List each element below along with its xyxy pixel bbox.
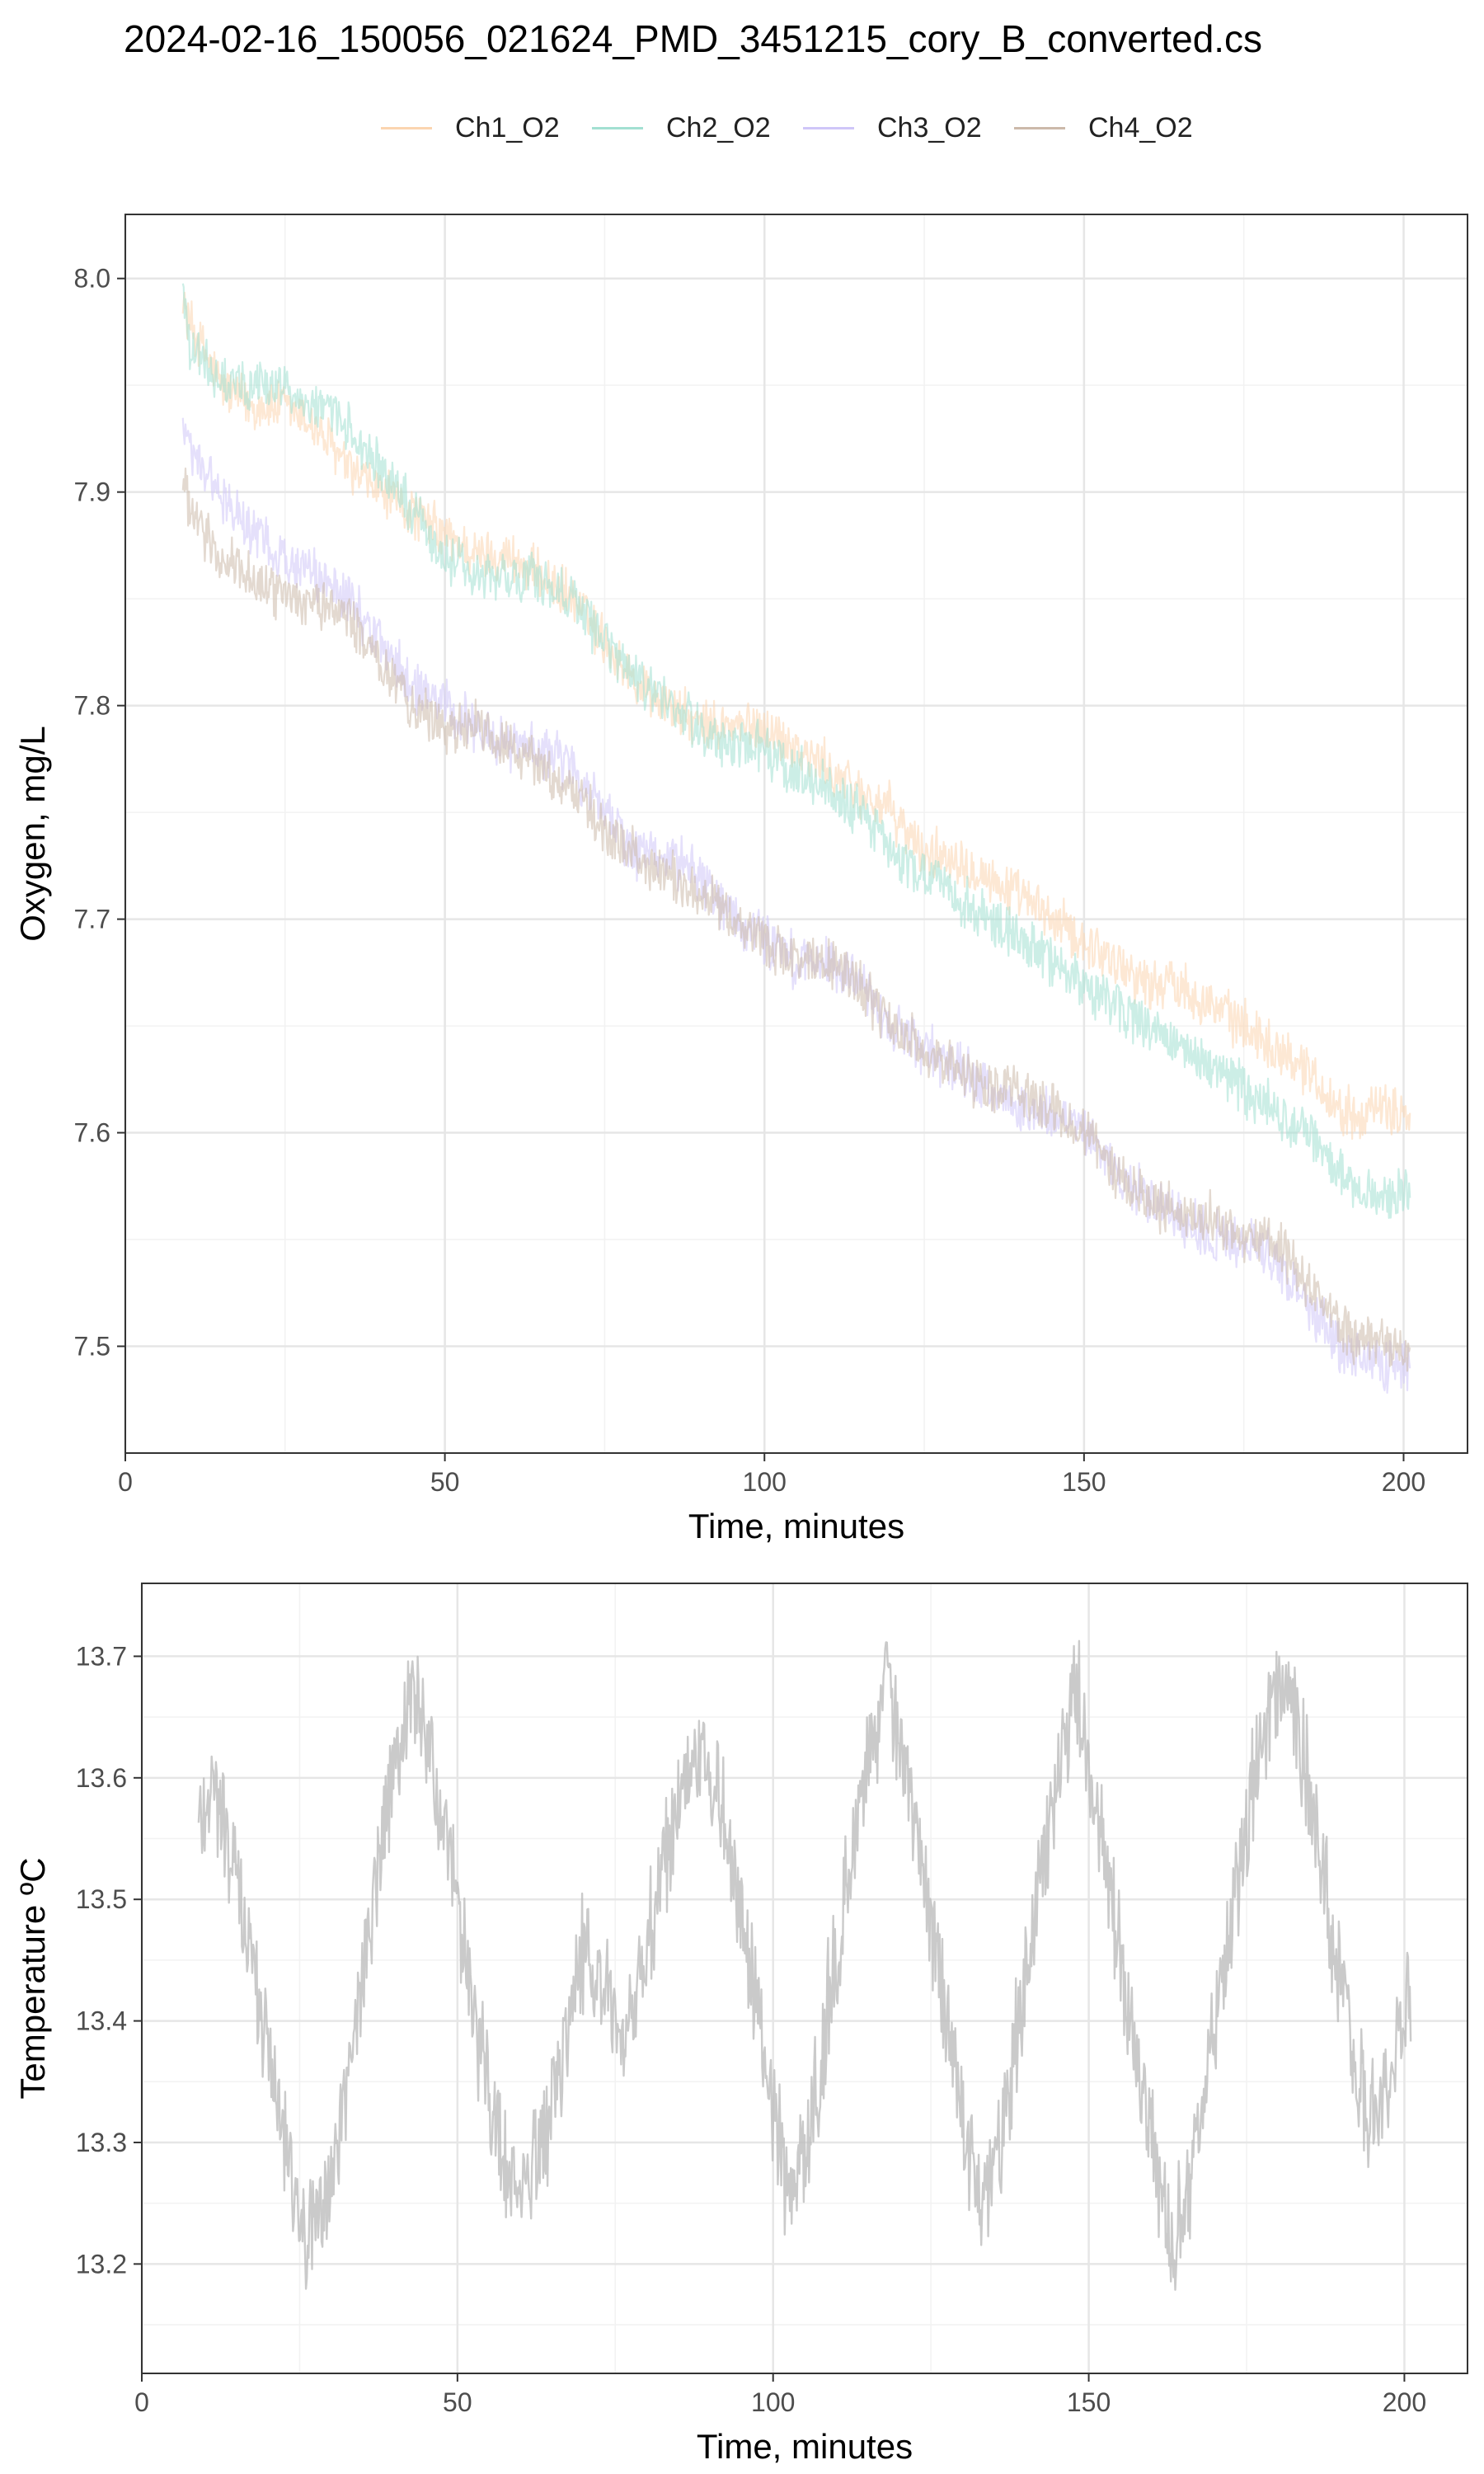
temperature-y-tick-label-2: 13.4 [76, 2006, 127, 2036]
oxygen-series-ch1-o2 [181, 291, 1411, 1141]
oxygen-x-tick-label-4: 200 [1382, 1467, 1425, 1497]
oxygen-chart: 0 50 100 150 200 7.5 7.6 7.7 7.8 7.9 8.0 Time, minu… [13, 214, 1468, 1545]
legend-key-ch1 [381, 127, 432, 129]
oxygen-panel-border [124, 214, 1468, 1454]
temperature-x-tick-label-4: 200 [1383, 2387, 1426, 2417]
temperature-x-tick-label-3: 150 [1067, 2387, 1111, 2417]
temperature-series-0 [197, 1639, 1412, 2291]
temperature-x-axis-title: Time, minutes [697, 2427, 913, 2466]
page-title: 2024-02-16_150056_021624_PMD_3451215_cor… [124, 17, 1263, 60]
legend-key-ch3 [803, 127, 854, 129]
temperature-x-tick-label-2: 100 [751, 2387, 795, 2417]
oxygen-y-tick-label-4: 7.9 [74, 477, 110, 507]
oxygen-x-tick-label-0: 0 [118, 1467, 133, 1497]
legend-label-ch3: Ch3_O2 [877, 112, 982, 143]
temperature-x-tick-label-0: 0 [134, 2387, 149, 2417]
oxygen-y-axis-title: Oxygen, mg/L [13, 726, 52, 941]
oxygen-x-tick-label-3: 150 [1062, 1467, 1106, 1497]
legend-key-ch2 [592, 127, 643, 129]
legend: Ch1_O2 Ch2_O2 Ch3_O2 Ch4_O2 [0, 107, 1484, 148]
temperature-y-tick-label-3: 13.5 [76, 1884, 127, 1914]
oxygen-x-tick-label-2: 100 [743, 1467, 787, 1497]
oxygen-series-ch2-o2 [181, 283, 1411, 1220]
temperature-y-tick-label-0: 13.2 [76, 2249, 127, 2279]
oxygen-series-ch4-o2 [181, 467, 1411, 1372]
legend-key-ch4 [1014, 127, 1065, 129]
oxygen-series-ch3-o2 [181, 417, 1411, 1395]
legend-label-ch2: Ch2_O2 [666, 112, 771, 143]
oxygen-y-tick-label-5: 8.0 [74, 264, 110, 294]
temperature-panel-border [141, 1583, 1468, 2374]
temperature-y-tick-label-4: 13.6 [76, 1763, 127, 1793]
legend-label-ch4: Ch4_O2 [1088, 112, 1193, 143]
oxygen-y-tick-label-0: 7.5 [74, 1332, 110, 1362]
oxygen-y-tick-label-1: 7.6 [74, 1118, 110, 1148]
oxygen-y-tick-label-3: 7.8 [74, 691, 110, 721]
temperature-x-tick-label-1: 50 [443, 2387, 472, 2417]
oxygen-x-axis-title: Time, minutes [688, 1507, 904, 1545]
oxygen-y-tick-label-2: 7.7 [74, 905, 110, 934]
legend-label-ch1: Ch1_O2 [455, 112, 560, 143]
temperature-y-tick-label-1: 13.3 [76, 2128, 127, 2157]
temperature-y-tick-label-5: 13.7 [76, 1641, 127, 1671]
oxygen-x-tick-label-1: 50 [430, 1467, 460, 1497]
temperature-y-axis-title: Temperature ºC [13, 1857, 52, 2099]
